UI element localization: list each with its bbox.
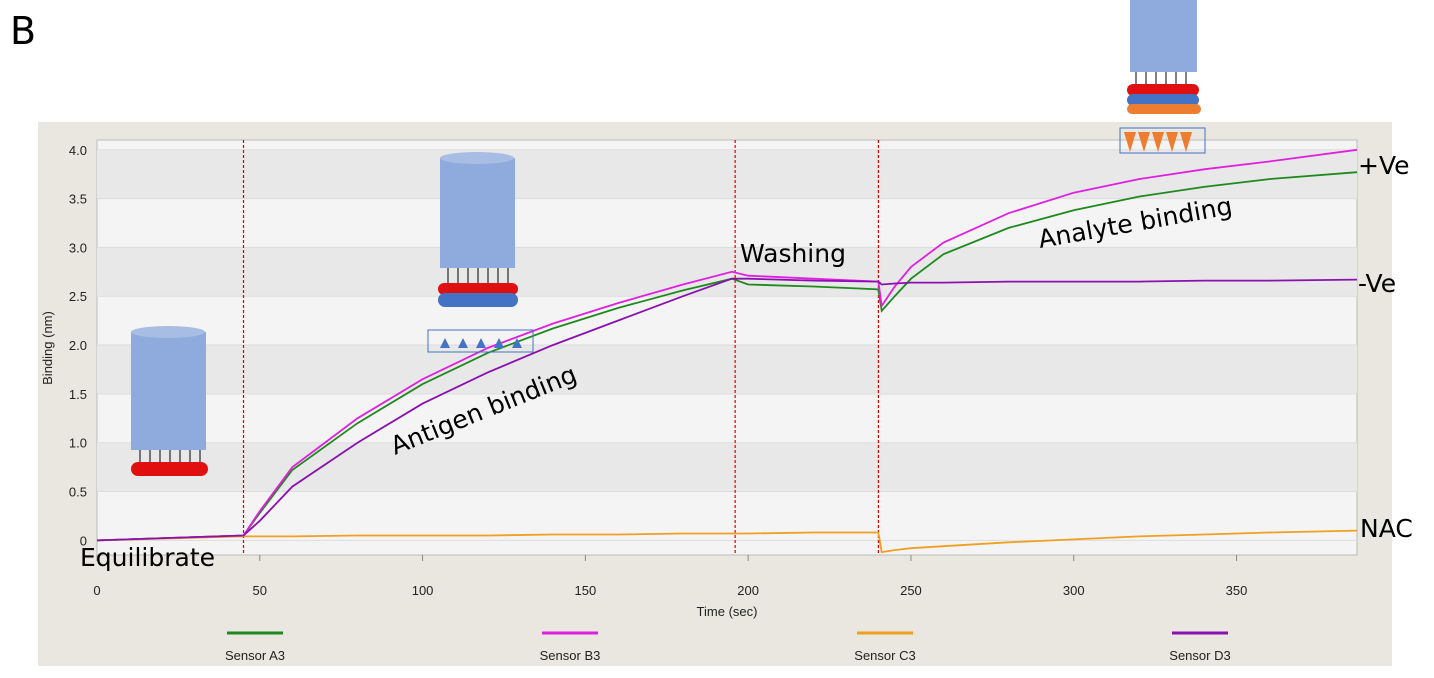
panel-label: B — [10, 9, 36, 53]
sensor-icon-1 — [131, 326, 208, 476]
y-tick-label: 4.0 — [69, 143, 87, 158]
end-label: NAC — [1360, 514, 1413, 543]
series-line — [96, 148, 1358, 542]
x-tick-label: 200 — [737, 583, 759, 598]
y-tick-label: 0.5 — [69, 485, 87, 500]
series-line — [96, 529, 1358, 554]
x-tick-label: 250 — [900, 583, 922, 598]
end-label: -Ve — [1358, 269, 1396, 298]
legend-label: Sensor C3 — [854, 648, 915, 663]
sensor-icon-3 — [1119, 0, 1206, 154]
series-line — [96, 171, 1358, 542]
x-tick-label: 50 — [253, 583, 267, 598]
grid-band — [97, 442, 1357, 492]
y-axis-label: Binding (nm) — [40, 311, 55, 385]
x-tick-label: 300 — [1063, 583, 1085, 598]
y-tick-label: 0 — [80, 533, 87, 548]
y-tick-label: 3.0 — [69, 240, 87, 255]
x-tick-label: 100 — [412, 583, 434, 598]
y-tick-label: 1.0 — [69, 436, 87, 451]
legend-label: Sensor A3 — [225, 648, 285, 663]
y-tick-label: 2.0 — [69, 338, 87, 353]
grid-band — [97, 247, 1357, 297]
annotation: Washing — [740, 239, 846, 268]
series-line — [96, 277, 1358, 542]
x-axis-label: Time (sec) — [697, 604, 758, 619]
legend-label: Sensor D3 — [1169, 648, 1230, 663]
y-tick-label: 2.5 — [69, 289, 87, 304]
sensor-icon-2 — [427, 152, 534, 353]
grid-band — [97, 345, 1357, 394]
x-tick-label: 150 — [575, 583, 597, 598]
legend-label: Sensor B3 — [540, 648, 601, 663]
x-tick-label: 350 — [1226, 583, 1248, 598]
y-tick-label: 1.5 — [69, 387, 87, 402]
annotation: Equilibrate — [80, 543, 215, 572]
x-tick-label: 0 — [93, 583, 100, 598]
grid-band — [97, 149, 1357, 199]
end-label: +Ve — [1358, 151, 1410, 180]
y-tick-label: 3.5 — [69, 192, 87, 207]
